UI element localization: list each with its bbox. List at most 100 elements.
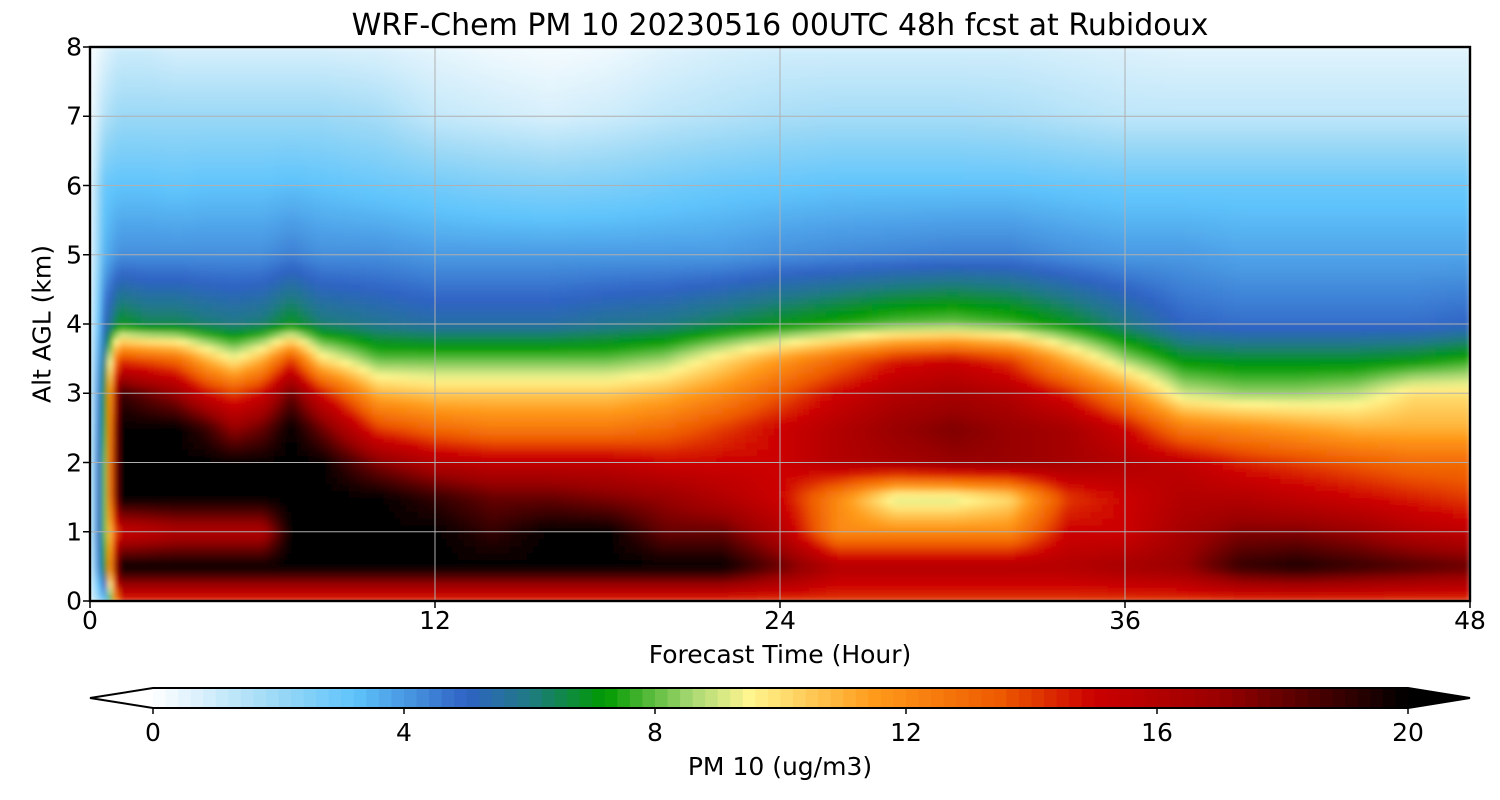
heat-cell bbox=[337, 559, 344, 568]
heat-cell bbox=[354, 517, 362, 526]
heat-cell bbox=[969, 552, 977, 561]
heat-cell bbox=[481, 545, 488, 554]
heat-cell bbox=[1401, 580, 1408, 588]
heat-cell bbox=[935, 545, 942, 554]
heat-cell bbox=[808, 497, 816, 505]
heat-cell bbox=[101, 573, 109, 582]
heat-cell bbox=[889, 587, 896, 595]
heat-cell bbox=[268, 510, 275, 519]
heat-cell bbox=[1015, 566, 1023, 575]
heat-cell bbox=[262, 524, 270, 533]
heat-cell bbox=[1090, 504, 1098, 512]
heat-cell bbox=[452, 476, 459, 485]
heat-cell bbox=[417, 559, 425, 568]
heat-cell bbox=[1378, 587, 1385, 595]
heat-cell bbox=[406, 517, 413, 526]
heat-cell bbox=[889, 559, 896, 568]
heat-cell bbox=[1251, 504, 1259, 512]
heat-cell bbox=[1441, 531, 1448, 540]
heat-cell bbox=[538, 559, 546, 568]
heat-cell bbox=[429, 504, 436, 512]
heat-cell bbox=[1320, 594, 1328, 600]
heat-cell bbox=[757, 476, 764, 485]
heat-cell bbox=[268, 552, 275, 561]
heat-cell bbox=[458, 552, 465, 561]
heat-cell bbox=[463, 455, 471, 464]
heat-cell bbox=[1372, 524, 1379, 533]
heat-cell bbox=[866, 538, 873, 547]
heat-cell bbox=[630, 587, 638, 595]
heat-cell bbox=[170, 580, 178, 588]
heat-cell bbox=[877, 559, 885, 568]
heat-cell bbox=[1148, 510, 1155, 519]
heat-cell bbox=[1366, 580, 1374, 588]
heat-cell bbox=[1366, 462, 1374, 471]
heat-cell bbox=[251, 566, 258, 575]
heat-cell bbox=[946, 469, 954, 478]
heat-cell bbox=[1263, 490, 1270, 498]
heat-cell bbox=[1332, 510, 1339, 519]
heat-cell bbox=[1079, 573, 1086, 582]
heat-cell bbox=[498, 497, 505, 505]
heat-cell bbox=[1205, 559, 1213, 568]
heat-cell bbox=[1366, 490, 1374, 498]
heat-cell bbox=[222, 559, 229, 568]
heat-cell bbox=[1228, 573, 1236, 582]
heat-cell bbox=[935, 559, 942, 568]
heat-cell bbox=[187, 497, 195, 505]
heat-cell bbox=[722, 552, 730, 561]
heat-cell bbox=[1142, 462, 1149, 471]
heat-cell bbox=[435, 476, 442, 485]
heat-cell bbox=[693, 531, 701, 540]
heat-cell bbox=[1274, 504, 1282, 512]
heat-cell bbox=[245, 538, 252, 547]
heat-cell bbox=[1199, 517, 1207, 526]
heat-cell bbox=[216, 504, 224, 512]
heat-cell bbox=[1406, 469, 1414, 478]
heat-cell bbox=[849, 462, 856, 471]
heat-cell bbox=[1107, 566, 1115, 575]
heat-cell bbox=[688, 497, 695, 505]
heat-cell bbox=[987, 594, 994, 600]
heat-cell bbox=[1153, 504, 1161, 512]
heat-cell bbox=[268, 580, 275, 588]
heat-cell bbox=[1044, 573, 1052, 582]
heat-cell bbox=[400, 594, 408, 600]
heat-cell bbox=[1090, 455, 1098, 464]
heat-cell bbox=[774, 580, 781, 588]
heat-cell bbox=[394, 531, 402, 540]
heat-cell bbox=[584, 497, 592, 505]
heat-cell bbox=[1217, 504, 1224, 512]
heat-cell bbox=[601, 524, 609, 533]
heat-cell bbox=[1337, 490, 1345, 498]
heat-cell bbox=[1194, 490, 1201, 498]
heat-cell bbox=[95, 545, 103, 554]
heat-cell bbox=[1153, 497, 1161, 505]
heat-cell bbox=[877, 566, 885, 575]
heat-cell bbox=[808, 573, 816, 582]
heat-cell bbox=[429, 594, 436, 600]
heat-cell bbox=[130, 566, 137, 575]
heat-cell bbox=[1441, 587, 1448, 595]
heat-cell bbox=[1165, 573, 1172, 582]
heat-cell bbox=[1125, 510, 1132, 519]
heat-cell bbox=[900, 490, 908, 498]
heat-cell bbox=[1251, 517, 1259, 526]
heat-cell bbox=[1274, 476, 1282, 485]
heat-cell bbox=[814, 483, 822, 491]
heat-cell bbox=[1073, 538, 1080, 547]
heat-cell bbox=[751, 524, 758, 533]
heat-cell bbox=[653, 594, 661, 600]
heat-cell bbox=[216, 552, 224, 561]
heat-cell bbox=[808, 559, 816, 568]
heat-cell bbox=[302, 538, 310, 547]
heat-cell bbox=[1395, 566, 1402, 575]
heat-cell bbox=[1389, 545, 1397, 554]
heat-cell bbox=[1297, 538, 1305, 547]
heat-cell bbox=[1142, 504, 1149, 512]
heat-cell bbox=[412, 594, 419, 600]
heat-cell bbox=[900, 594, 908, 600]
heat-cell bbox=[1199, 580, 1207, 588]
heat-cell bbox=[670, 552, 678, 561]
heat-cell bbox=[124, 580, 132, 588]
